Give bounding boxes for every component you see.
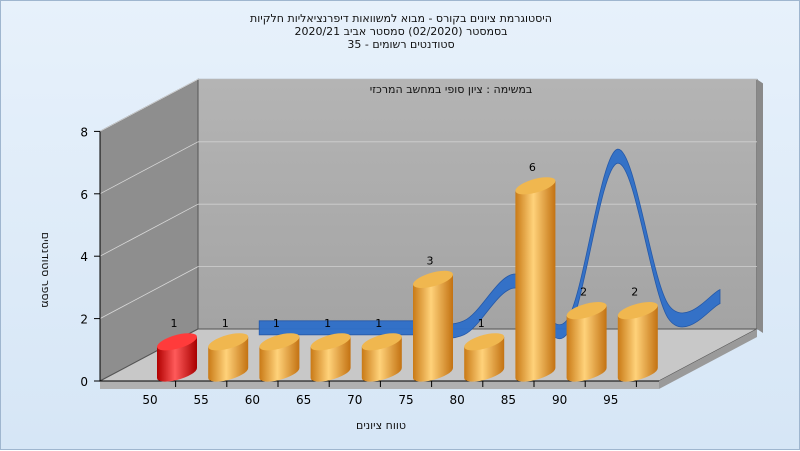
bar-data-label: 1 (222, 317, 229, 330)
chart-title-line-3: סטודנטים רשומים - 35 (347, 38, 455, 51)
floor-front-edge (100, 381, 659, 389)
chart-title-line-2: בסמסטר (02/2020) סמסטר אביב 2020/21 (294, 25, 508, 38)
bar-data-label: 2 (631, 286, 638, 299)
bar-body (515, 180, 556, 382)
y-tick-label: 4 (80, 250, 88, 264)
bar-cap (566, 302, 607, 320)
grid-line-side (99, 141, 199, 195)
bar-data-label: 1 (375, 317, 382, 330)
bar (361, 333, 402, 382)
bar (259, 333, 300, 382)
floor-edge (659, 329, 757, 389)
bar-cap (361, 333, 402, 351)
bar-cap (464, 333, 505, 351)
x-tick-label: 85 (501, 393, 516, 407)
x-tick-label: 50 (142, 393, 157, 407)
bar-data-label: 1 (324, 317, 331, 330)
bar-data-label: 1 (478, 317, 485, 330)
bar-body (566, 305, 607, 382)
x-tick-label: 70 (347, 393, 362, 407)
x-tick-label: 80 (450, 393, 465, 407)
x-tick-label: 75 (398, 393, 413, 407)
bar-body (413, 274, 453, 382)
bar-cap (515, 177, 556, 195)
bar-data-label: 6 (529, 161, 536, 174)
bar (566, 302, 607, 382)
grid-line-side (99, 203, 199, 257)
bar-cap (157, 333, 197, 351)
bar (515, 177, 556, 382)
x-tick-label: 55 (194, 393, 209, 407)
bar (208, 333, 249, 382)
bar (617, 302, 658, 382)
bar-body (617, 305, 658, 382)
bar-cap (208, 333, 249, 351)
bar (413, 270, 453, 382)
x-tick-label: 60 (245, 393, 260, 407)
y-tick-label: 2 (80, 313, 88, 327)
bar (157, 333, 197, 382)
grid-line-side (99, 79, 199, 132)
back-wall-edge (757, 79, 763, 334)
chart-annotation: במשימה : ציון סופי במחשב המרכזי (369, 83, 533, 96)
bar-data-label: 2 (580, 286, 587, 299)
bar-cap (310, 333, 351, 351)
x-tick-label: 90 (552, 393, 567, 407)
bar (310, 333, 351, 382)
bar-cap (617, 302, 658, 320)
y-tick-label: 8 (80, 125, 88, 139)
bar-cap (413, 270, 453, 288)
y-tick-label: 6 (80, 188, 88, 202)
bar-data-label: 3 (427, 254, 434, 267)
x-tick-label: 65 (296, 393, 311, 407)
bar-data-label: 1 (171, 317, 178, 330)
grid-line-side (99, 266, 199, 319)
bar-cap (259, 333, 300, 351)
x-axis-label: טווח ציונים (356, 419, 406, 432)
bar (464, 333, 505, 382)
x-tick-label: 95 (603, 393, 618, 407)
bar-data-label: 1 (273, 317, 280, 330)
y-tick-label: 0 (80, 375, 88, 389)
chart-title-line-1: היסטוגרמת ציונים בקורס - מבוא למשוואות ד… (250, 12, 552, 25)
y-axis-label: מספר סטודנטים (39, 232, 52, 308)
